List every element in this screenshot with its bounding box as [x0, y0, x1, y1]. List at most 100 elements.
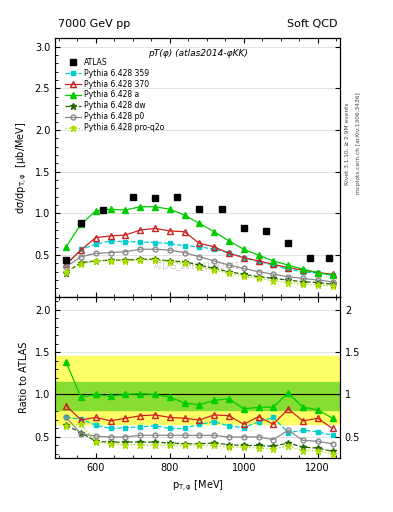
Pythia 6.428 370	[94, 234, 98, 241]
ATLAS	[152, 195, 157, 201]
Pythia 6.428 370	[241, 254, 246, 261]
Pythia 6.428 pro-q2o	[197, 264, 202, 270]
Text: Rivet 3.1.10, ≥ 2.9M events: Rivet 3.1.10, ≥ 2.9M events	[345, 102, 350, 185]
ATLAS	[308, 254, 313, 261]
Pythia 6.428 pro-q2o	[138, 257, 143, 263]
Pythia 6.428 dw	[271, 275, 276, 282]
Pythia 6.428 dw	[227, 269, 231, 275]
ATLAS	[101, 207, 105, 213]
Pythia 6.428 dw	[167, 258, 172, 264]
Pythia 6.428 dw	[108, 257, 113, 263]
Legend: ATLAS, Pythia 6.428 359, Pythia 6.428 370, Pythia 6.428 a, Pythia 6.428 dw, Pyth: ATLAS, Pythia 6.428 359, Pythia 6.428 37…	[64, 58, 165, 132]
Pythia 6.428 370	[301, 267, 305, 273]
Pythia 6.428 dw	[79, 260, 83, 266]
ATLAS	[286, 240, 290, 246]
Pythia 6.428 pro-q2o	[123, 258, 128, 264]
Pythia 6.428 a	[94, 208, 98, 214]
Pythia 6.428 359	[123, 239, 128, 245]
Pythia 6.428 p0	[108, 249, 113, 255]
Pythia 6.428 370	[108, 233, 113, 239]
Pythia 6.428 359	[138, 239, 143, 245]
Pythia 6.428 a	[197, 220, 202, 226]
Pythia 6.428 pro-q2o	[182, 261, 187, 267]
Pythia 6.428 359	[152, 240, 157, 246]
Pythia 6.428 370	[167, 228, 172, 234]
Pythia 6.428 370	[271, 261, 276, 267]
Pythia 6.428 p0	[197, 253, 202, 260]
Pythia 6.428 359	[301, 269, 305, 275]
Line: Pythia 6.428 dw: Pythia 6.428 dw	[62, 256, 336, 288]
Pythia 6.428 dw	[301, 279, 305, 285]
Pythia 6.428 a	[138, 204, 143, 210]
Text: ATLAS_2014_I1282441: ATLAS_2014_I1282441	[154, 261, 241, 270]
Bar	[55, 382, 340, 410]
Pythia 6.428 dw	[123, 257, 128, 263]
Pythia 6.428 370	[79, 247, 83, 253]
Pythia 6.428 370	[182, 229, 187, 235]
Pythia 6.428 p0	[138, 246, 143, 252]
Pythia 6.428 dw	[256, 274, 261, 280]
Pythia 6.428 a	[167, 206, 172, 212]
Pythia 6.428 p0	[79, 253, 83, 260]
Pythia 6.428 370	[212, 244, 217, 250]
X-axis label: p$_{\mathregular{T,φ}}$ [MeV]: p$_{\mathregular{T,φ}}$ [MeV]	[172, 479, 223, 493]
Pythia 6.428 p0	[256, 269, 261, 275]
Pythia 6.428 a	[182, 212, 187, 218]
Pythia 6.428 359	[286, 266, 290, 272]
Pythia 6.428 a	[241, 246, 246, 252]
Pythia 6.428 a	[286, 262, 290, 268]
Pythia 6.428 359	[271, 262, 276, 268]
Pythia 6.428 a	[301, 266, 305, 272]
Pythia 6.428 a	[316, 269, 320, 275]
Pythia 6.428 370	[330, 271, 335, 278]
ATLAS	[130, 194, 135, 200]
Pythia 6.428 pro-q2o	[108, 258, 113, 264]
Pythia 6.428 a	[256, 252, 261, 258]
Text: Soft QCD: Soft QCD	[286, 19, 337, 29]
Pythia 6.428 pro-q2o	[241, 273, 246, 279]
Bar	[55, 356, 340, 424]
Pythia 6.428 p0	[316, 277, 320, 283]
Text: mcplots.cern.ch [arXiv:1306.3436]: mcplots.cern.ch [arXiv:1306.3436]	[356, 93, 361, 194]
Pythia 6.428 359	[241, 254, 246, 261]
Pythia 6.428 dw	[197, 262, 202, 268]
Pythia 6.428 370	[316, 269, 320, 275]
Pythia 6.428 a	[212, 229, 217, 235]
Line: ATLAS: ATLAS	[63, 194, 332, 263]
Pythia 6.428 359	[330, 272, 335, 278]
Pythia 6.428 p0	[64, 264, 68, 270]
Pythia 6.428 359	[197, 244, 202, 250]
Pythia 6.428 a	[227, 238, 231, 244]
Pythia 6.428 a	[271, 258, 276, 264]
Line: Pythia 6.428 359: Pythia 6.428 359	[64, 239, 335, 278]
Pythia 6.428 pro-q2o	[271, 278, 276, 284]
Pythia 6.428 370	[227, 250, 231, 257]
Pythia 6.428 dw	[64, 269, 68, 275]
Pythia 6.428 a	[108, 206, 113, 212]
Pythia 6.428 pro-q2o	[212, 267, 217, 273]
ATLAS	[327, 254, 331, 261]
Pythia 6.428 359	[94, 241, 98, 247]
ATLAS	[64, 257, 68, 263]
ATLAS	[264, 228, 268, 234]
Pythia 6.428 359	[256, 259, 261, 265]
Pythia 6.428 370	[286, 265, 290, 271]
Pythia 6.428 370	[64, 261, 68, 267]
Line: Pythia 6.428 p0: Pythia 6.428 p0	[64, 247, 335, 284]
Pythia 6.428 a	[152, 204, 157, 210]
Pythia 6.428 p0	[301, 275, 305, 282]
Line: Pythia 6.428 370: Pythia 6.428 370	[63, 225, 336, 278]
Pythia 6.428 p0	[241, 265, 246, 271]
Pythia 6.428 dw	[212, 265, 217, 271]
Pythia 6.428 p0	[152, 246, 157, 252]
Pythia 6.428 359	[212, 246, 217, 252]
Pythia 6.428 pro-q2o	[256, 275, 261, 282]
Pythia 6.428 dw	[94, 258, 98, 264]
Pythia 6.428 dw	[138, 256, 143, 262]
ATLAS	[219, 206, 224, 212]
Pythia 6.428 p0	[94, 250, 98, 257]
Pythia 6.428 370	[152, 225, 157, 231]
Pythia 6.428 p0	[167, 247, 172, 253]
Line: Pythia 6.428 a: Pythia 6.428 a	[63, 204, 336, 278]
Pythia 6.428 a	[123, 207, 128, 213]
